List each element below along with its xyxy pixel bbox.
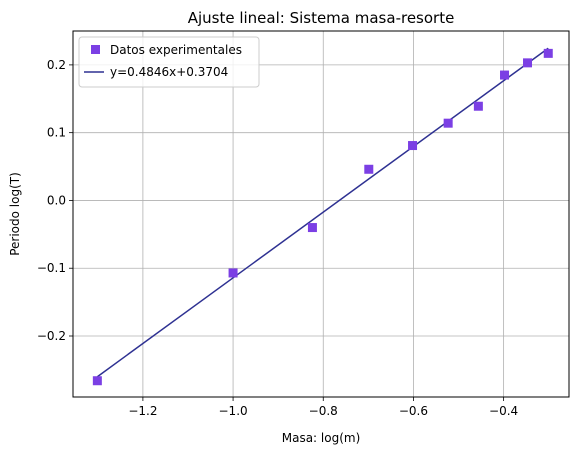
legend-box: [78, 36, 260, 88]
data-point: [523, 58, 533, 68]
y-tick-label: 0.2: [47, 58, 66, 72]
x-tick-label: −1.2: [128, 404, 157, 418]
legend-label-fit: y=0.4846x+0.3704: [110, 65, 228, 79]
y-tick-label: −0.2: [37, 329, 66, 343]
fit-line: [96, 47, 549, 378]
chart-title: Ajuste lineal: Sistema masa-resorte: [188, 9, 455, 27]
y-tick-label: −0.1: [37, 261, 66, 275]
data-point: [500, 70, 510, 80]
data-point: [408, 141, 418, 151]
data-point: [543, 48, 553, 58]
data-point: [364, 164, 374, 174]
y-axis-label: Periodo log(T): [8, 172, 22, 256]
legend: Datos experimentales y=0.4846x+0.3704: [78, 36, 260, 88]
y-axis: −0.2 −0.1 0.0 0.1 0.2: [37, 58, 73, 343]
x-tick-label: −1.0: [219, 404, 248, 418]
plot-frame: [72, 30, 570, 398]
data-point: [228, 268, 238, 278]
data-point: [92, 376, 102, 386]
x-tick-label: −0.4: [489, 404, 518, 418]
data-point: [307, 223, 317, 233]
y-tick-label: 0.0: [47, 193, 66, 207]
data-points-layer: [92, 48, 553, 386]
legend-label-data: Datos experimentales: [110, 43, 242, 57]
x-axis: −1.2 −1.0 −0.8 −0.6 −0.4: [128, 397, 518, 418]
x-tick-label: −0.8: [309, 404, 338, 418]
data-point: [443, 118, 453, 128]
y-tick-label: 0.1: [47, 126, 66, 140]
grid: [73, 31, 569, 397]
x-axis-label: Masa: log(m): [282, 431, 361, 445]
legend-marker-square: [91, 45, 100, 54]
data-point: [473, 101, 483, 111]
fit-line-layer: [96, 47, 549, 378]
x-tick-label: −0.6: [399, 404, 428, 418]
